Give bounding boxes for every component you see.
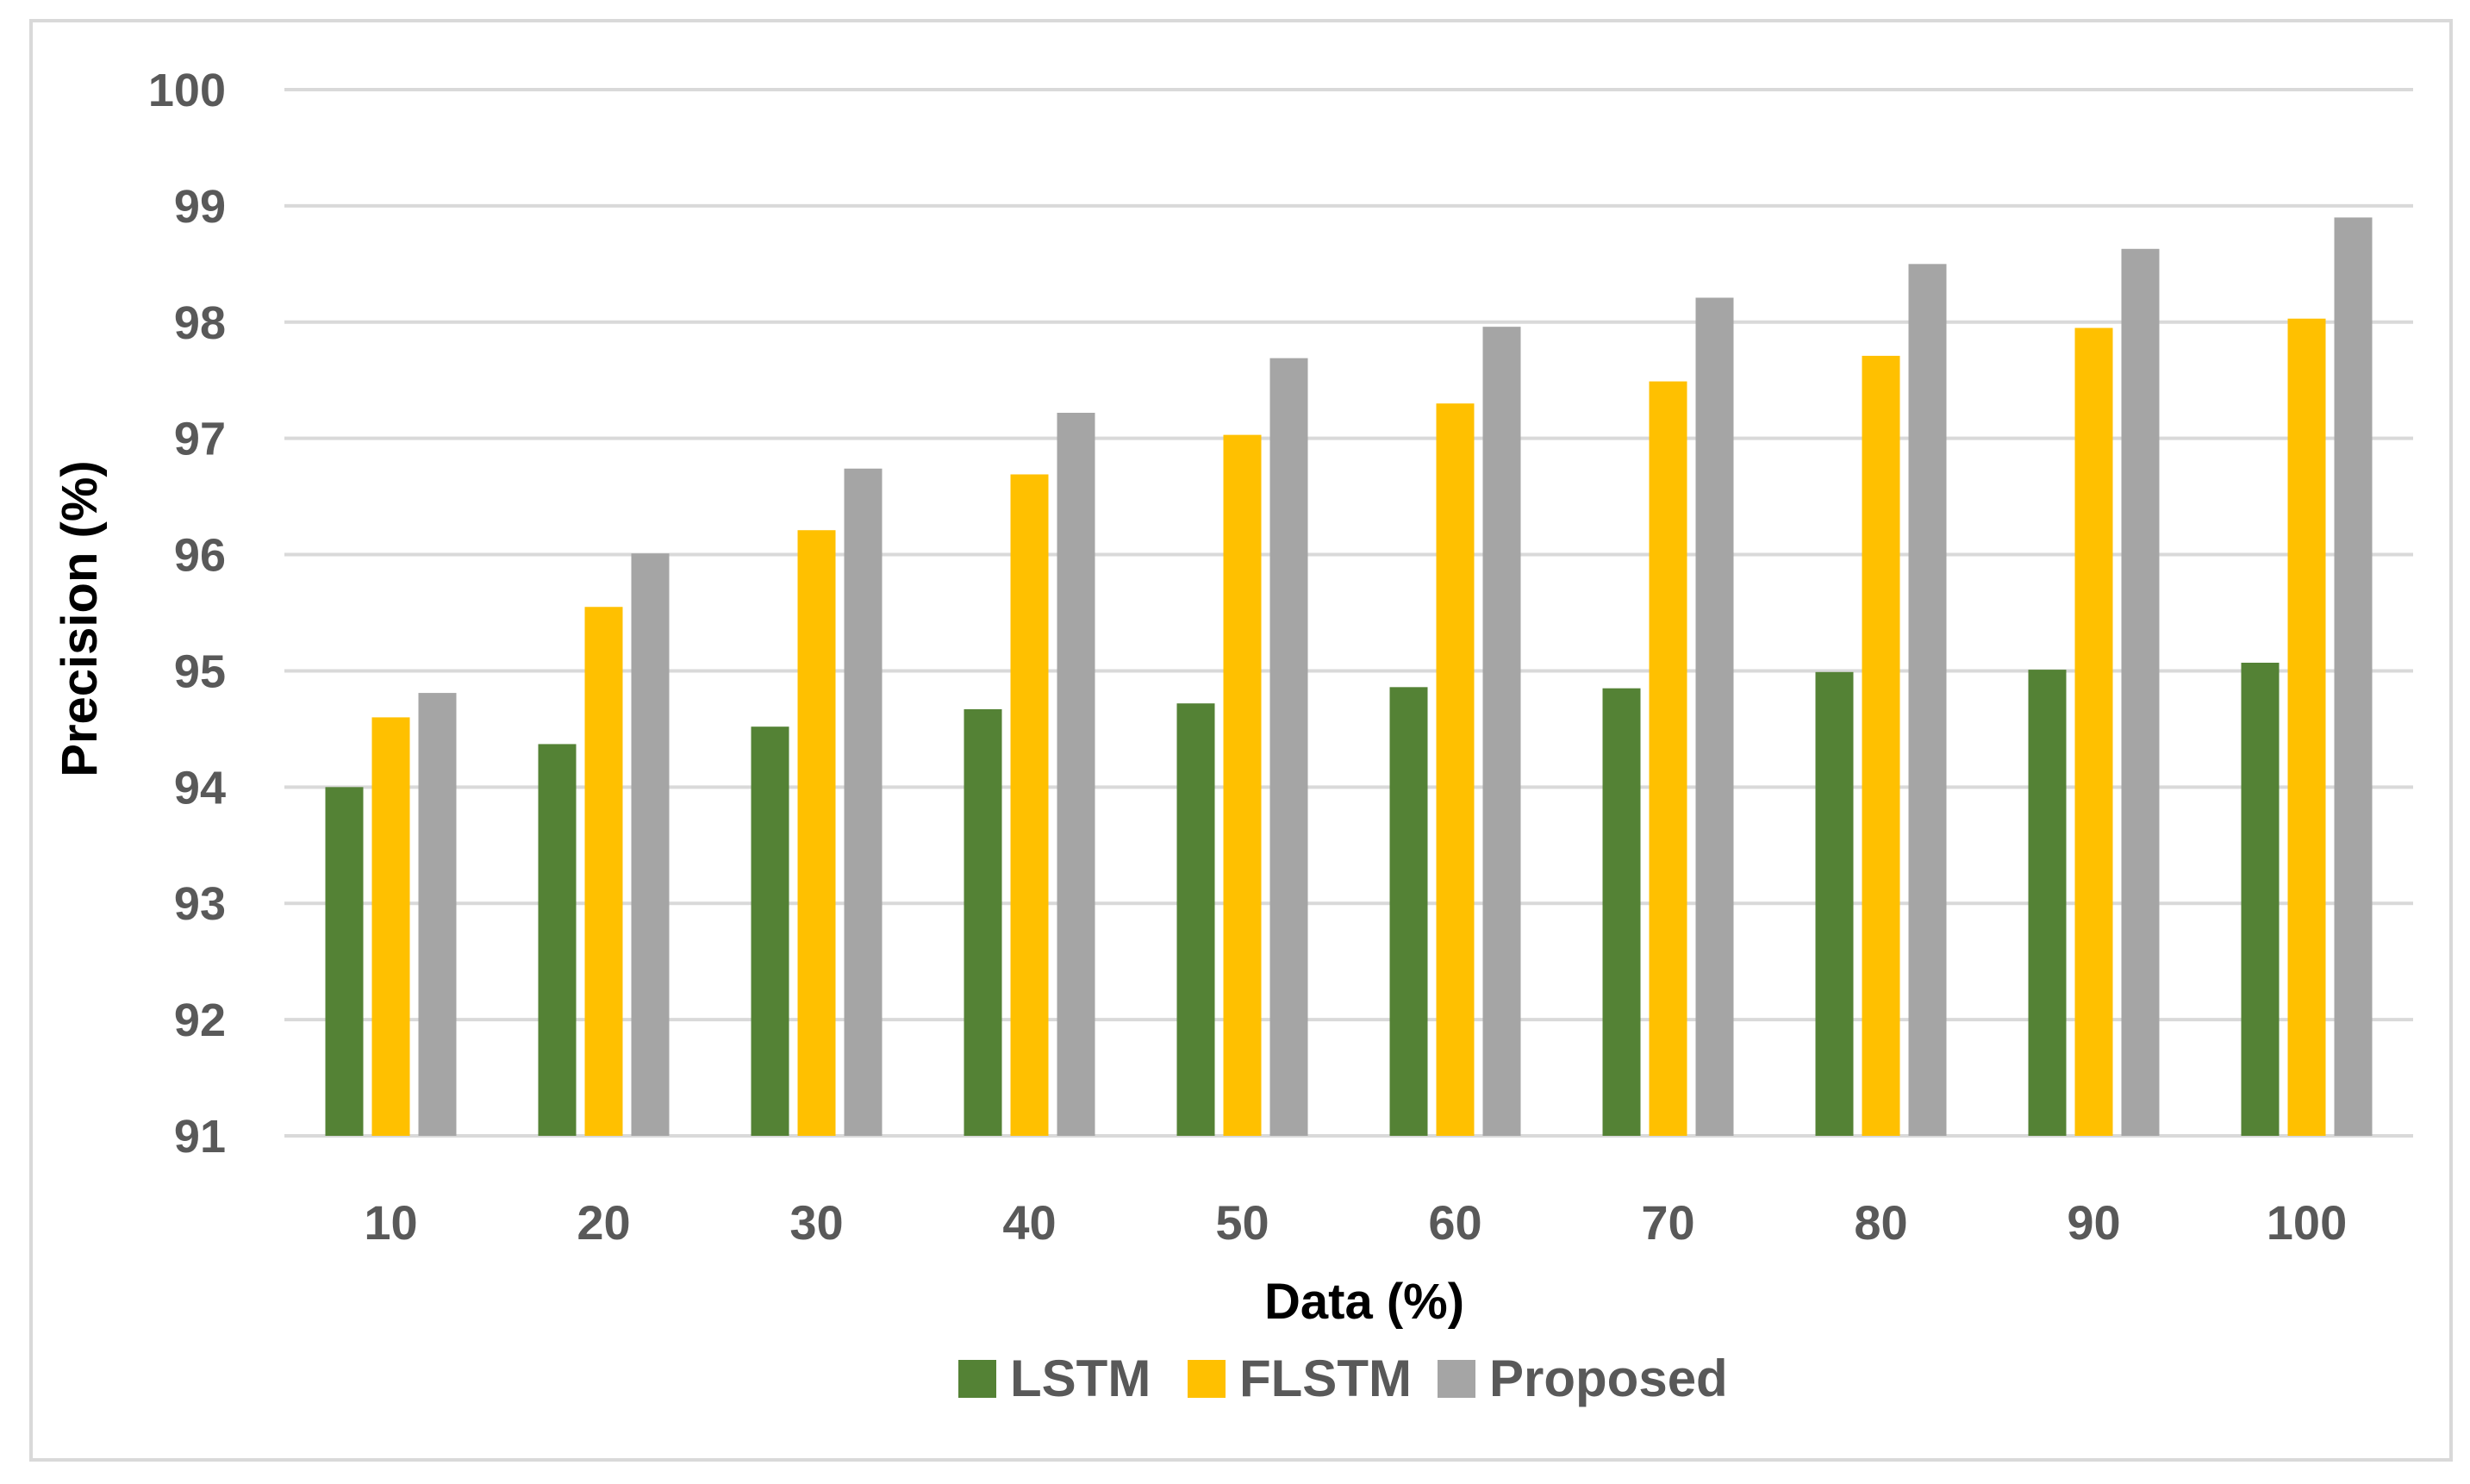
bar-proposed-100 [2334, 217, 2373, 1136]
bar-lstm-40 [964, 708, 1002, 1136]
x-tick-label: 30 [789, 1195, 843, 1250]
bar-flstm-100 [2287, 318, 2326, 1137]
y-axis-title: Precision (%) [52, 460, 108, 776]
y-tick-label: 99 [174, 181, 226, 233]
y-tick-label: 97 [174, 414, 226, 465]
bar-flstm-60 [1436, 403, 1475, 1136]
x-tick-label: 60 [1428, 1195, 1481, 1250]
bar-proposed-80 [1908, 264, 1947, 1136]
x-tick-label: 40 [1002, 1195, 1056, 1250]
bar-lstm-20 [538, 744, 577, 1136]
bar-proposed-20 [631, 553, 670, 1136]
legend-label-proposed: Proposed [1489, 1350, 1728, 1407]
x-tick-label: 10 [364, 1195, 417, 1250]
bar-flstm-10 [371, 717, 410, 1136]
x-axis-title: Data (%) [1264, 1274, 1464, 1330]
bar-lstm-80 [1815, 671, 1854, 1136]
y-tick-label: 100 [148, 65, 226, 116]
y-tick-label: 98 [174, 297, 226, 349]
x-tick-label: 20 [577, 1195, 630, 1250]
bar-lstm-70 [1602, 688, 1641, 1136]
legend-swatch-flstm [1188, 1360, 1226, 1398]
bar-lstm-10 [325, 787, 364, 1136]
x-tick-label: 100 [2267, 1195, 2347, 1250]
bar-flstm-80 [1862, 355, 1900, 1136]
legend: LSTM FLSTM Proposed [958, 1350, 1728, 1407]
bar-lstm-100 [2241, 663, 2280, 1136]
bar-flstm-50 [1223, 434, 1262, 1136]
bar-flstm-30 [797, 530, 836, 1136]
legend-label-flstm: FLSTM [1239, 1350, 1412, 1407]
bar-flstm-20 [584, 607, 623, 1136]
y-tick-label: 92 [174, 995, 226, 1046]
bar-lstm-90 [2028, 670, 2067, 1136]
legend-label-lstm: LSTM [1010, 1350, 1151, 1407]
bar-lstm-30 [751, 726, 789, 1136]
y-tick-label: 95 [174, 645, 226, 697]
bar-lstm-50 [1176, 703, 1215, 1136]
bar-flstm-70 [1649, 381, 1687, 1136]
y-tick-label: 91 [174, 1111, 226, 1163]
bar-proposed-40 [1057, 412, 1095, 1137]
x-tick-label: 50 [1215, 1195, 1269, 1250]
y-tick-label: 94 [174, 762, 226, 814]
bar-proposed-60 [1482, 327, 1521, 1136]
bar-flstm-90 [2074, 327, 2113, 1136]
bar-lstm-60 [1389, 687, 1428, 1136]
y-axis-ticks: 91 92 93 94 95 96 97 98 99 100 [148, 65, 226, 1163]
bars [325, 217, 2373, 1137]
bar-flstm-40 [1010, 474, 1049, 1136]
y-tick-label: 93 [174, 878, 226, 930]
x-axis-ticks: 10 20 30 40 50 60 70 80 90 100 [364, 1195, 2347, 1250]
legend-swatch-lstm [958, 1360, 996, 1398]
x-tick-label: 80 [1854, 1195, 1907, 1250]
x-tick-label: 70 [1641, 1195, 1694, 1250]
bar-proposed-30 [844, 468, 883, 1136]
x-tick-label: 90 [2067, 1195, 2120, 1250]
bar-proposed-70 [1695, 297, 1734, 1136]
bar-proposed-50 [1269, 358, 1308, 1136]
bar-proposed-10 [418, 693, 457, 1136]
y-tick-label: 96 [174, 530, 226, 582]
legend-swatch-proposed [1438, 1360, 1475, 1398]
bar-proposed-90 [2121, 248, 2160, 1136]
